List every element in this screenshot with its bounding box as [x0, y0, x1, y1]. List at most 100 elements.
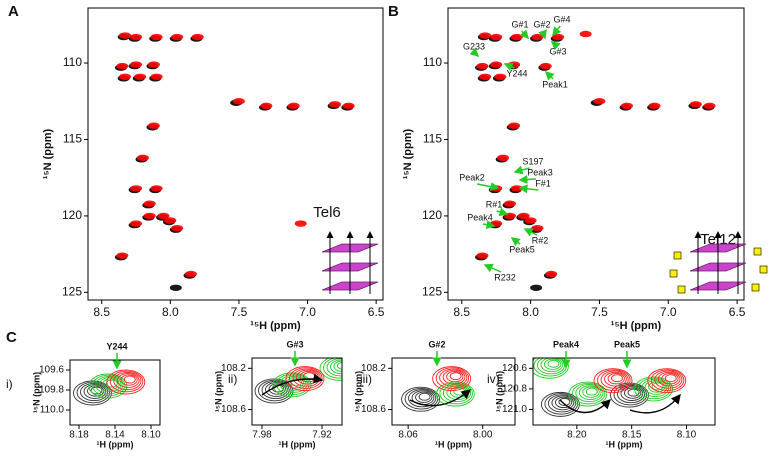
contour-ring [597, 369, 631, 391]
y-tick-label: 125 [422, 285, 442, 299]
x-tick-label: 8.15 [622, 430, 642, 441]
contour-ring [661, 373, 679, 385]
peak-annotation: Peak3 [527, 167, 553, 177]
annotation-arrow [477, 182, 500, 192]
contour-ring [254, 378, 294, 404]
axes-frame [391, 357, 516, 426]
contour-ring [657, 371, 681, 387]
peak [530, 284, 543, 291]
contour-ring [547, 359, 560, 368]
contour-ring [439, 368, 468, 387]
contour-ring [261, 380, 290, 400]
peak [620, 102, 633, 110]
shift-arrow [559, 399, 611, 414]
peak-contour [593, 368, 633, 394]
peak-annotation: Peak1 [542, 79, 568, 89]
peak [342, 102, 355, 110]
peak [171, 33, 184, 41]
contour-ring [98, 377, 122, 392]
x-tick-label: 8.06 [398, 430, 418, 441]
contour-ring [73, 380, 112, 406]
contour-ring [401, 386, 441, 412]
contour-ring [654, 370, 683, 389]
y-tick-label: 108.2 [361, 363, 386, 374]
peak [689, 101, 702, 108]
contour-ring [88, 373, 128, 399]
panel-label: B [388, 3, 399, 20]
peak [169, 284, 182, 291]
plot-area [533, 358, 687, 417]
contour-ring [333, 360, 342, 372]
peak-annotation: Y244 [506, 68, 527, 78]
peak-contour [401, 386, 441, 412]
y-tick-label: 120.6 [502, 363, 527, 374]
peak-annotation: G#2 [428, 339, 445, 349]
contour-ring [453, 387, 466, 396]
annotation-arrow [550, 41, 561, 51]
y-axis-label: ¹⁵N (ppm) [353, 371, 363, 412]
peak-annotation: Peak4 [467, 212, 493, 222]
peak [328, 101, 341, 108]
contour-ring [319, 358, 342, 381]
x-tick-label: 6.5 [729, 305, 746, 319]
x-tick-label: 7.5 [231, 305, 248, 319]
panel-label: i) [6, 377, 13, 391]
peak [494, 73, 507, 80]
peak [147, 61, 160, 68]
contour-ring [644, 380, 668, 395]
peak-annotation: G#3 [549, 46, 566, 56]
peak-annotation: Peak5 [509, 244, 535, 254]
y-axis-label: ¹⁵N (ppm) [42, 128, 54, 179]
contour-ring [582, 386, 600, 398]
peak [136, 154, 149, 162]
peak [490, 33, 503, 41]
axes-frame [532, 357, 716, 426]
x-axis-label: ¹H (ppm) [279, 439, 316, 449]
contour-ring [442, 369, 466, 385]
contour-ring [664, 374, 677, 383]
shift-arrow [629, 393, 681, 414]
y-tick-label: 108.6 [221, 404, 246, 415]
annotation-arrow [513, 165, 530, 175]
peak [479, 73, 492, 80]
contour-ring [533, 358, 567, 377]
peak-annotation: Peak5 [614, 339, 640, 349]
panel-label: ii) [228, 372, 237, 386]
y-tick-label: 109.6 [39, 365, 64, 376]
y-axis-label: ¹⁵N (ppm) [402, 128, 414, 179]
peak-contour [106, 369, 146, 395]
x-tick-label: 7.5 [591, 305, 608, 319]
peak [648, 102, 661, 110]
peak [479, 32, 492, 39]
annotation-arrow [518, 175, 537, 185]
annotation-arrow [544, 70, 555, 81]
y-tick-label: 120 [62, 208, 82, 222]
contour-ring [585, 387, 598, 396]
peak-annotation: R#2 [532, 235, 549, 245]
contour-ring [408, 389, 437, 408]
contour-ring [604, 371, 627, 387]
panel-label: A [8, 3, 19, 20]
peak-contour [254, 378, 294, 404]
contour-ring [554, 396, 573, 409]
contour-ring [109, 370, 144, 393]
peak [508, 122, 521, 129]
y-tick-label: 110.0 [40, 405, 65, 416]
contour-ring [620, 386, 644, 401]
peak [130, 61, 143, 68]
annotation-arrow [523, 228, 538, 237]
contour-ring [634, 376, 674, 402]
contour-ring [323, 358, 342, 379]
peak-annotation: Peak2 [459, 172, 485, 182]
peak-contour [568, 381, 608, 407]
contour-ring [285, 366, 325, 392]
contour-ring [568, 381, 608, 407]
peak [116, 62, 129, 70]
peak [116, 252, 129, 259]
contour-ring [543, 358, 562, 370]
loop-residue [753, 247, 762, 256]
shift-arrow [261, 373, 324, 396]
peak [150, 33, 163, 41]
peak [294, 220, 307, 227]
contour-ring [113, 371, 142, 391]
